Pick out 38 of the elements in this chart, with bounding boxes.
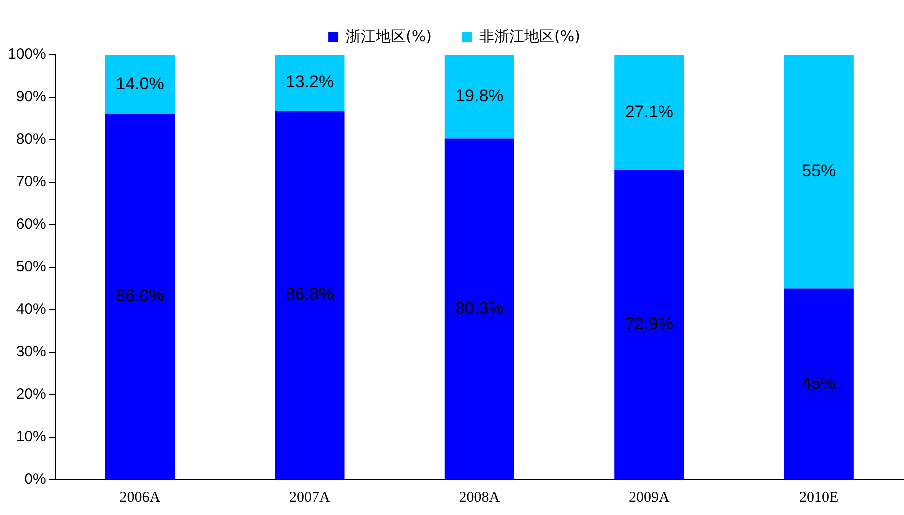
bar [275,111,345,480]
data-label: 27.1% [625,102,674,122]
bar [614,170,684,480]
bar [105,114,176,480]
x-tick-label: 2007A [290,490,331,506]
bar [105,55,176,114]
bar [444,138,514,480]
x-tick-label: 2006A [120,490,161,506]
y-tick-label: 20% [16,386,46,404]
y-tick-label: 0% [24,471,46,488]
y-tick-label: 80% [16,131,46,148]
bar [784,288,854,480]
data-label: 13.2% [286,72,334,92]
data-label: 45% [802,374,836,393]
y-tick-label: 30% [16,344,46,361]
bar [275,55,345,112]
y-tick-label: 90% [16,88,46,106]
x-tick-label: 2009A [628,490,670,506]
y-tick-label: 70% [16,174,46,191]
x-tick-label: 2010E [800,490,839,506]
bar [444,55,514,139]
y-tick-label: 50% [16,258,46,276]
y-tick-label: 40% [16,301,46,318]
data-label: 72.9% [625,314,674,334]
x-tick-label: 2008A [459,490,500,506]
data-label: 19.8% [456,86,504,106]
data-label: 86.8% [286,284,334,304]
legend-label: 浙江地区(%) [346,27,432,46]
data-label: 86.0% [116,286,164,306]
y-tick-label: 10% [16,428,46,446]
y-tick-label: 100% [8,46,46,64]
bar [784,55,854,289]
legend-label: 非浙江地区(%) [480,27,580,46]
data-label: 14.0% [116,74,164,94]
bar [614,55,684,170]
y-tick-label: 60% [16,216,46,234]
data-label: 55% [802,162,836,181]
data-label: 80.3% [456,298,504,318]
